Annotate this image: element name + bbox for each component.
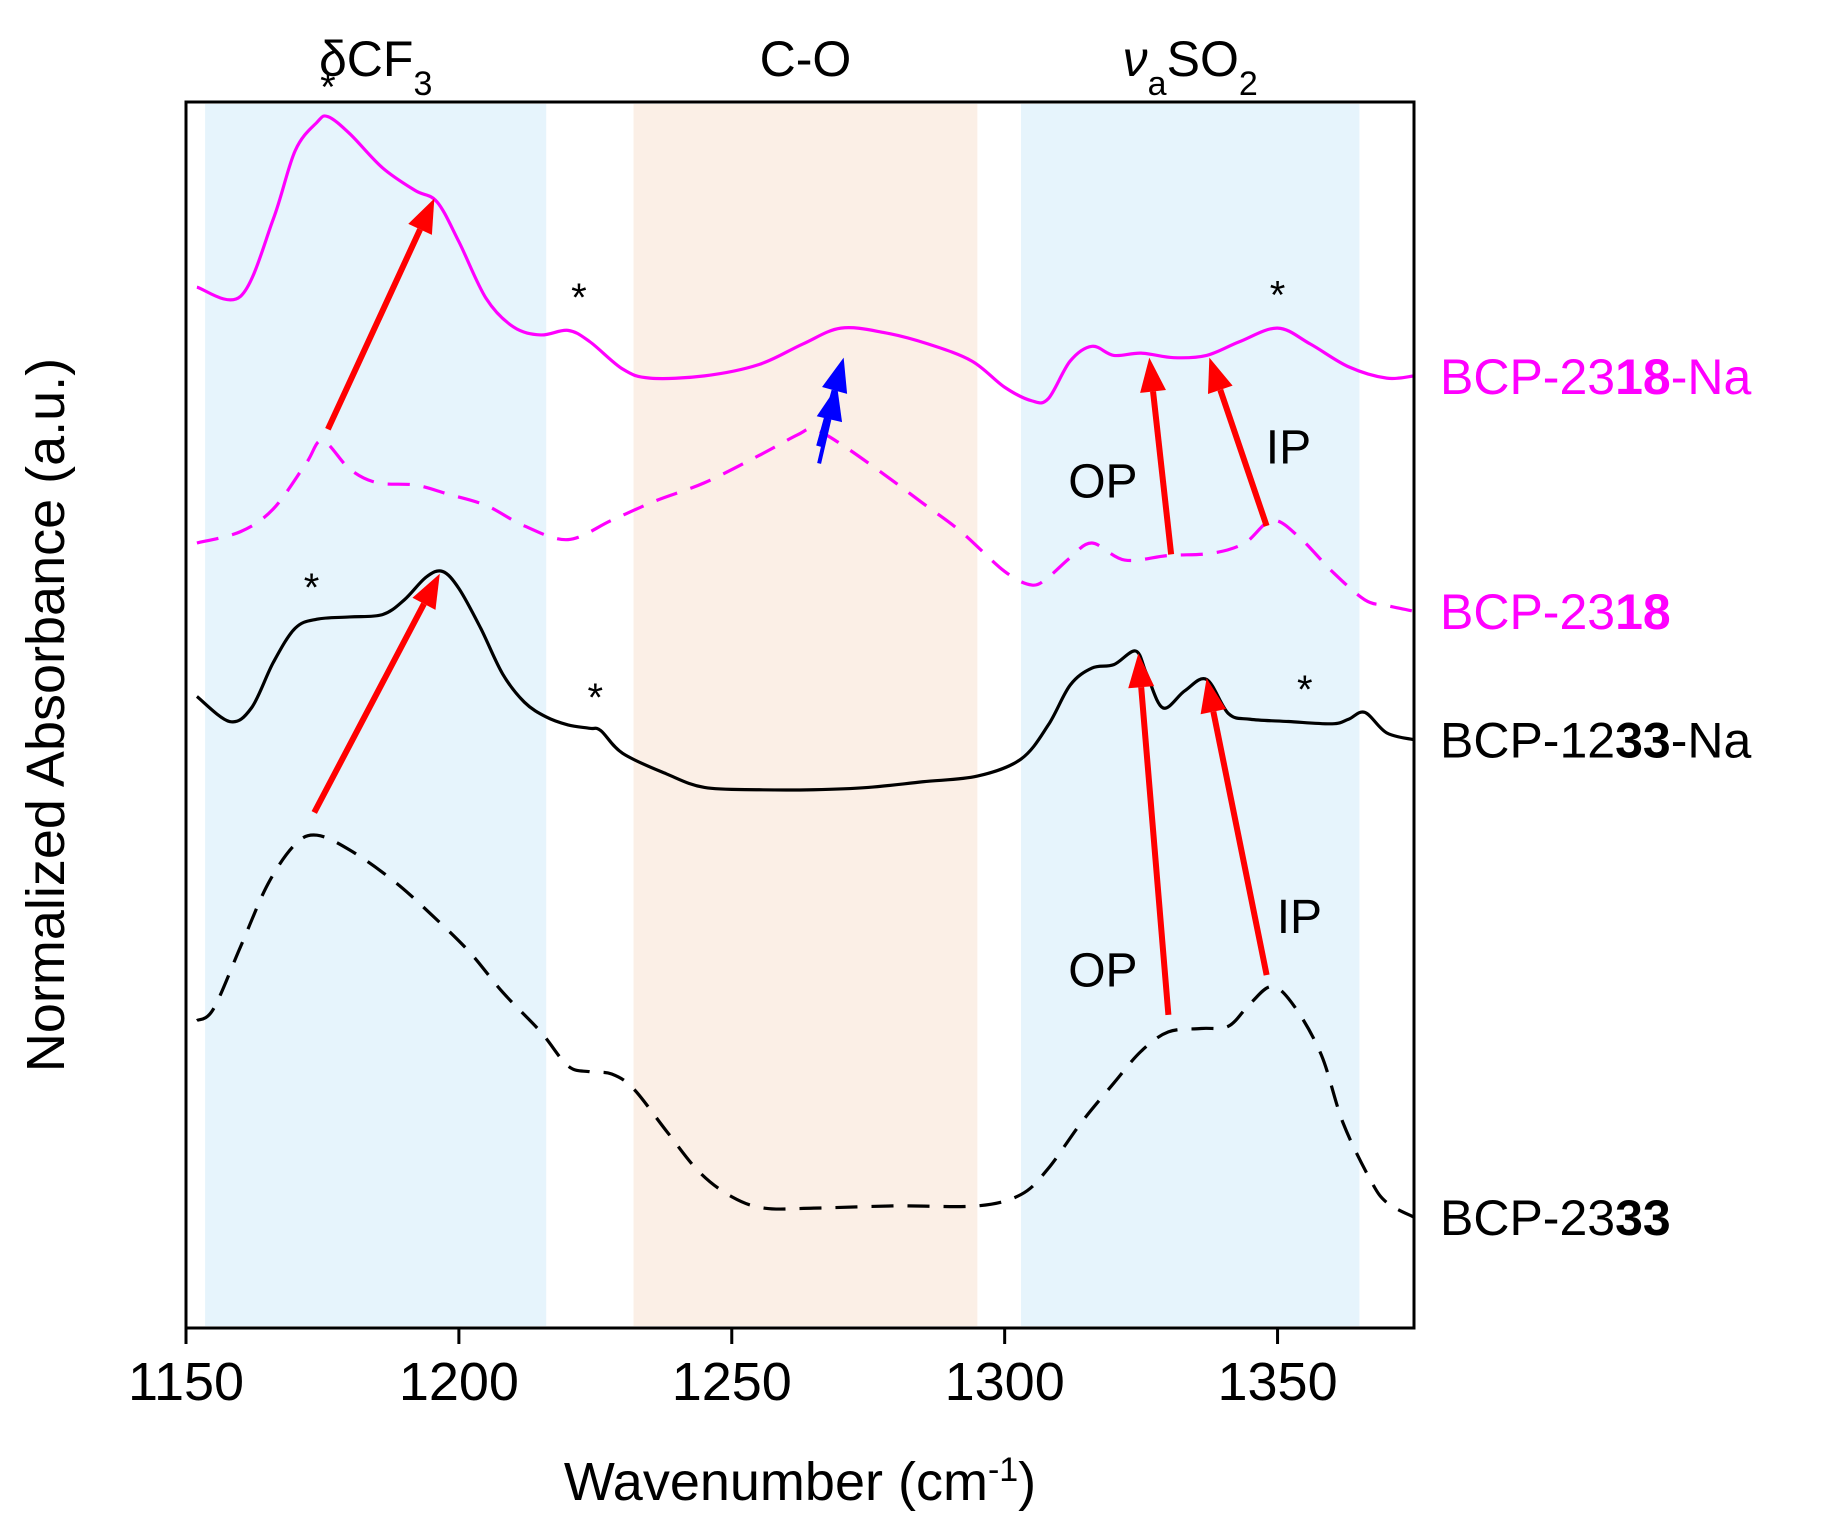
band-labels: δCF3 C-O νaSO2 <box>319 31 1258 103</box>
series-line-BCP-2318-Na <box>196 114 1415 405</box>
peak-star-4: * <box>588 676 604 720</box>
red-arrow-4-shaft <box>1138 686 1172 1016</box>
peak-star-5: * <box>1297 668 1313 712</box>
red-arrow-0-shaft <box>325 228 423 431</box>
red-arrow-5-shaft <box>1210 711 1270 976</box>
x-tick-label-1250: 1250 <box>672 1352 792 1412</box>
plot-frame <box>184 100 1416 1330</box>
peak-star-1: * <box>571 276 587 320</box>
red-arrow-2-head <box>1207 357 1233 395</box>
x-axis-title: Wavenumber (cm-1) <box>564 1451 1036 1512</box>
red-arrow-1-shaft <box>1150 391 1175 555</box>
y-axis-title: Normalized Absorbance (a.u.) <box>16 358 76 1072</box>
peak-stars: * * * * * * <box>304 66 1313 721</box>
series-label-BCP-2318-Na: BCP-2318-Na <box>1440 349 1751 405</box>
series-label-BCP-2333: BCP-2333 <box>1440 1190 1671 1246</box>
annotation-ip-3: IP <box>1277 891 1322 944</box>
band-dCF3 <box>205 104 547 1326</box>
annotations: OP IP OP IP <box>1068 421 1322 997</box>
blue-arrow-0-head <box>822 357 848 394</box>
x-tick-label-1350: 1350 <box>1217 1352 1337 1412</box>
x-tick-label-1150: 1150 <box>128 1352 244 1412</box>
arrows <box>311 198 1270 1016</box>
band-label-dCF3: δCF3 <box>319 31 432 103</box>
red-arrow-5-head <box>1200 678 1227 715</box>
peak-star-2: * <box>1270 274 1286 318</box>
series-label-BCP-1233-Na: BCP-1233-Na <box>1440 713 1751 769</box>
red-arrow-3-head <box>412 573 440 610</box>
band-label-SO2: νaSO2 <box>1123 31 1258 103</box>
peak-star-3: * <box>304 566 320 610</box>
peak-star-0: * <box>320 66 336 110</box>
red-arrow-1-head <box>1140 357 1166 393</box>
x-tick-label-1300: 1300 <box>945 1352 1065 1412</box>
blue-arrow-b-0-shaft <box>817 418 832 464</box>
band-label-CO: C-O <box>760 31 852 87</box>
x-ticks: 1150 1200 1250 1300 1350 <box>128 1328 1338 1412</box>
x-tick-label-1200: 1200 <box>399 1352 519 1412</box>
highlight-bands <box>205 104 1360 1326</box>
series-line-BCP-2333 <box>196 833 1415 1219</box>
annotation-ip-1: IP <box>1266 421 1311 474</box>
red-arrow-4-head <box>1128 653 1155 689</box>
blue-arrow-b-0-head <box>816 386 843 423</box>
red-arrow-2-shaft <box>1217 388 1270 527</box>
series-label-BCP-2318: BCP-2318 <box>1440 584 1671 640</box>
annotation-op-2: OP <box>1068 944 1137 997</box>
annotation-op-0: OP <box>1068 456 1137 509</box>
red-arrow-3-shaft <box>311 602 427 814</box>
series-labels: BCP-2318-Na BCP-2318 BCP-1233-Na BCP-2333 <box>1440 349 1751 1246</box>
red-arrow-0-head <box>408 198 435 235</box>
band-CO <box>633 104 978 1326</box>
band-SO2 <box>1021 104 1360 1326</box>
